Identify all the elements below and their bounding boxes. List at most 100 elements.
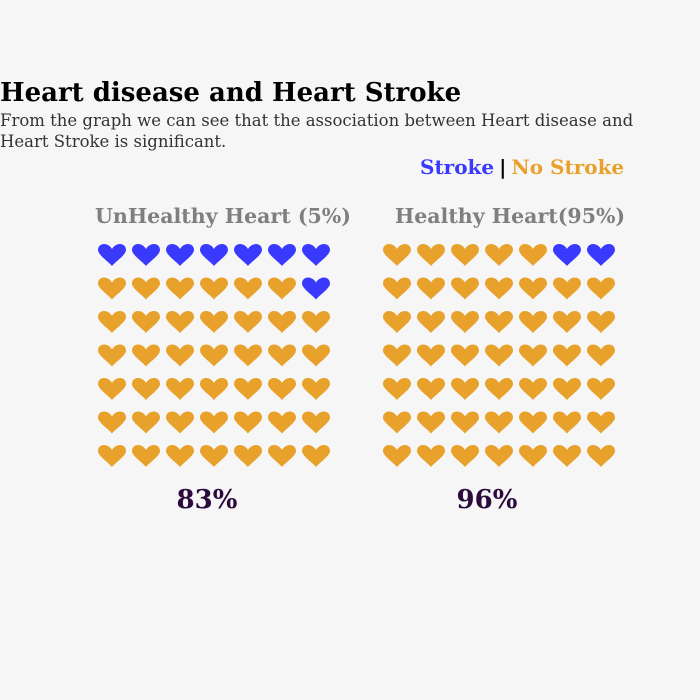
no-stroke-heart-icon — [519, 445, 547, 467]
no-stroke-heart-icon — [98, 277, 126, 300]
no-stroke-heart-icon — [519, 344, 547, 367]
stroke-heart-icon — [132, 244, 160, 266]
no-stroke-heart-icon — [417, 378, 445, 400]
no-stroke-heart-icon — [302, 378, 330, 400]
no-stroke-heart-icon — [268, 445, 296, 467]
stroke-heart-icon — [553, 244, 581, 266]
legend-stroke-label: Stroke — [420, 155, 495, 179]
no-stroke-heart-icon — [98, 344, 126, 367]
no-stroke-heart-icon — [451, 244, 479, 266]
no-stroke-heart-icon — [417, 277, 445, 300]
no-stroke-heart-icon — [302, 311, 330, 333]
no-stroke-heart-icon — [519, 244, 547, 266]
no-stroke-heart-icon — [553, 277, 581, 300]
unhealthy-heart-waffle — [98, 244, 330, 467]
no-stroke-heart-icon — [302, 344, 330, 367]
stroke-heart-icon — [268, 244, 296, 266]
chart-title: Heart disease and Heart Stroke — [0, 78, 462, 108]
no-stroke-heart-icon — [268, 277, 296, 300]
no-stroke-heart-icon — [268, 411, 296, 434]
no-stroke-heart-icon — [485, 411, 513, 434]
stroke-heart-icon — [302, 277, 330, 300]
no-stroke-heart-icon — [166, 344, 194, 367]
chart-subtitle: From the graph we can see that the assoc… — [0, 111, 634, 151]
no-stroke-heart-icon — [451, 344, 479, 367]
no-stroke-heart-icon — [451, 277, 479, 300]
no-stroke-heart-icon — [98, 445, 126, 467]
no-stroke-heart-icon — [553, 378, 581, 400]
no-stroke-heart-icon — [383, 277, 411, 300]
unhealthy-heart-percent: 83% — [176, 485, 238, 515]
no-stroke-heart-icon — [587, 378, 615, 400]
legend: Stroke | No Stroke — [420, 155, 624, 179]
no-stroke-heart-icon — [302, 411, 330, 434]
healthy-heart-percent: 96% — [456, 485, 518, 515]
no-stroke-heart-icon — [166, 311, 194, 333]
no-stroke-heart-icon — [166, 378, 194, 400]
no-stroke-heart-icon — [587, 445, 615, 467]
no-stroke-heart-icon — [200, 344, 228, 367]
no-stroke-heart-icon — [234, 411, 262, 434]
unhealthy-heart-title: UnHealthy Heart (5%) — [95, 204, 351, 228]
no-stroke-heart-icon — [132, 311, 160, 333]
no-stroke-heart-icon — [587, 277, 615, 300]
no-stroke-heart-icon — [553, 311, 581, 333]
no-stroke-heart-icon — [451, 311, 479, 333]
no-stroke-heart-icon — [132, 445, 160, 467]
no-stroke-heart-icon — [383, 378, 411, 400]
healthy-heart-title: Healthy Heart(95%) — [394, 204, 626, 228]
no-stroke-heart-icon — [587, 411, 615, 434]
no-stroke-heart-icon — [268, 378, 296, 400]
no-stroke-heart-icon — [417, 445, 445, 467]
no-stroke-heart-icon — [519, 311, 547, 333]
stroke-heart-icon — [302, 244, 330, 266]
no-stroke-heart-icon — [200, 411, 228, 434]
no-stroke-heart-icon — [587, 311, 615, 333]
no-stroke-heart-icon — [234, 344, 262, 367]
no-stroke-heart-icon — [417, 344, 445, 367]
no-stroke-heart-icon — [200, 378, 228, 400]
no-stroke-heart-icon — [200, 311, 228, 333]
no-stroke-heart-icon — [166, 277, 194, 300]
no-stroke-heart-icon — [132, 411, 160, 434]
no-stroke-heart-icon — [98, 411, 126, 434]
no-stroke-heart-icon — [417, 311, 445, 333]
legend-separator: | — [499, 155, 507, 179]
no-stroke-heart-icon — [451, 411, 479, 434]
stroke-heart-icon — [98, 244, 126, 266]
no-stroke-heart-icon — [302, 445, 330, 467]
no-stroke-heart-icon — [485, 244, 513, 266]
no-stroke-heart-icon — [132, 277, 160, 300]
no-stroke-heart-icon — [417, 244, 445, 266]
no-stroke-heart-icon — [553, 411, 581, 434]
no-stroke-heart-icon — [268, 344, 296, 367]
no-stroke-heart-icon — [200, 277, 228, 300]
legend-no-stroke-label: No Stroke — [511, 155, 625, 179]
no-stroke-heart-icon — [519, 411, 547, 434]
no-stroke-heart-icon — [485, 378, 513, 400]
no-stroke-heart-icon — [485, 445, 513, 467]
no-stroke-heart-icon — [166, 445, 194, 467]
no-stroke-heart-icon — [485, 311, 513, 333]
no-stroke-heart-icon — [200, 445, 228, 467]
no-stroke-heart-icon — [519, 378, 547, 400]
no-stroke-heart-icon — [485, 277, 513, 300]
stroke-heart-icon — [200, 244, 228, 266]
no-stroke-heart-icon — [451, 445, 479, 467]
no-stroke-heart-icon — [234, 277, 262, 300]
no-stroke-heart-icon — [451, 378, 479, 400]
no-stroke-heart-icon — [234, 311, 262, 333]
no-stroke-heart-icon — [98, 311, 126, 333]
no-stroke-heart-icon — [383, 311, 411, 333]
no-stroke-heart-icon — [132, 378, 160, 400]
no-stroke-heart-icon — [553, 344, 581, 367]
stroke-heart-icon — [234, 244, 262, 266]
no-stroke-heart-icon — [383, 411, 411, 434]
no-stroke-heart-icon — [268, 311, 296, 333]
no-stroke-heart-icon — [383, 344, 411, 367]
no-stroke-heart-icon — [383, 244, 411, 266]
no-stroke-heart-icon — [234, 445, 262, 467]
no-stroke-heart-icon — [553, 445, 581, 467]
no-stroke-heart-icon — [132, 344, 160, 367]
stroke-heart-icon — [587, 244, 615, 266]
